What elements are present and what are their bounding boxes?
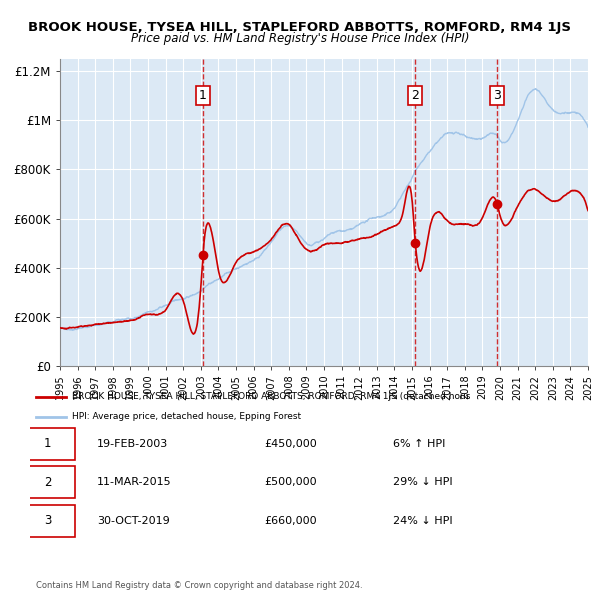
Text: HPI: Average price, detached house, Epping Forest: HPI: Average price, detached house, Eppi… [72, 412, 301, 421]
Text: £660,000: £660,000 [265, 516, 317, 526]
Text: BROOK HOUSE, TYSEA HILL, STAPLEFORD ABBOTTS, ROMFORD, RM4 1JS (detached hous: BROOK HOUSE, TYSEA HILL, STAPLEFORD ABBO… [72, 392, 470, 401]
Text: 6% ↑ HPI: 6% ↑ HPI [392, 439, 445, 449]
Text: 2: 2 [412, 89, 419, 102]
Text: 2: 2 [44, 476, 52, 489]
Text: 19-FEB-2003: 19-FEB-2003 [97, 439, 168, 449]
Text: Contains HM Land Registry data © Crown copyright and database right 2024.
This d: Contains HM Land Registry data © Crown c… [36, 581, 362, 590]
FancyBboxPatch shape [22, 428, 74, 460]
Text: 3: 3 [44, 514, 52, 527]
Text: 24% ↓ HPI: 24% ↓ HPI [392, 516, 452, 526]
Text: 3: 3 [493, 89, 501, 102]
Text: £500,000: £500,000 [265, 477, 317, 487]
Text: Price paid vs. HM Land Registry's House Price Index (HPI): Price paid vs. HM Land Registry's House … [131, 32, 469, 45]
Text: 1: 1 [199, 89, 207, 102]
FancyBboxPatch shape [22, 466, 74, 499]
Text: 29% ↓ HPI: 29% ↓ HPI [392, 477, 452, 487]
Text: £450,000: £450,000 [265, 439, 317, 449]
Text: 11-MAR-2015: 11-MAR-2015 [97, 477, 172, 487]
Text: 30-OCT-2019: 30-OCT-2019 [97, 516, 170, 526]
Text: 1: 1 [44, 437, 52, 451]
FancyBboxPatch shape [22, 504, 74, 537]
Text: BROOK HOUSE, TYSEA HILL, STAPLEFORD ABBOTTS, ROMFORD, RM4 1JS: BROOK HOUSE, TYSEA HILL, STAPLEFORD ABBO… [29, 21, 571, 34]
